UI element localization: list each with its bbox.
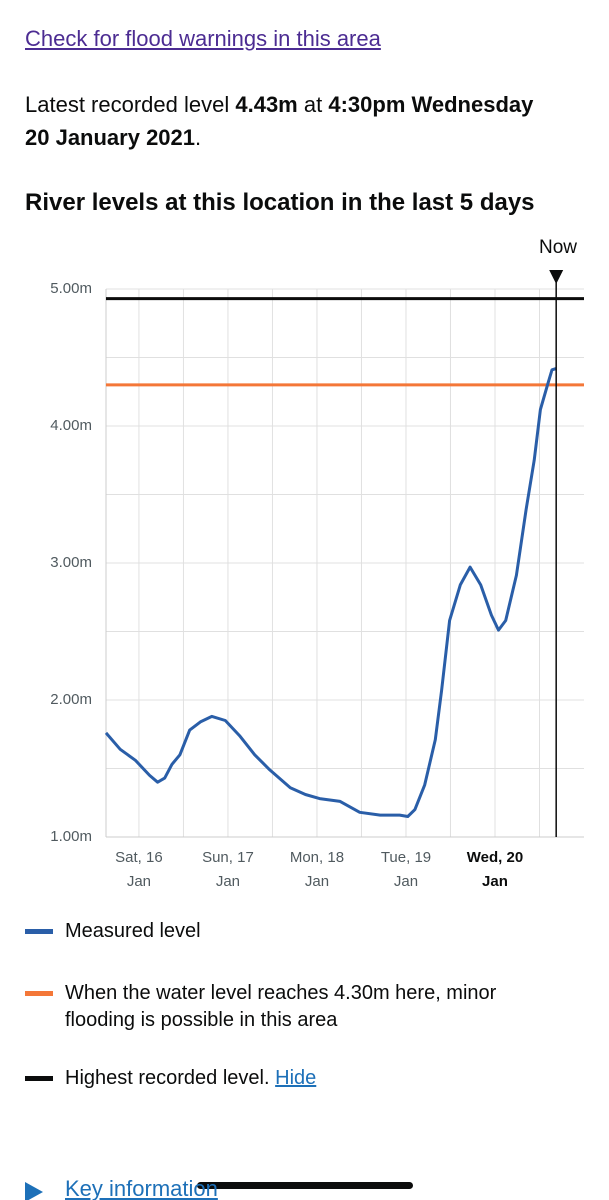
- legend-entry: Highest recorded level. Hide: [65, 1065, 555, 1092]
- legend-entry: When the water level reaches 4.30m here,…: [65, 980, 555, 1034]
- y-tick-label: 5.00m: [50, 280, 92, 297]
- legend-swatch: [25, 929, 53, 934]
- chart-title: River levels at this location in the las…: [25, 189, 535, 216]
- now-label: Now: [538, 237, 577, 258]
- latest-at: at: [303, 92, 323, 117]
- hide-link[interactable]: Hide: [275, 1067, 317, 1089]
- legend-label: Highest recorded level.: [65, 1067, 270, 1089]
- now-triangle: [549, 270, 564, 284]
- latest-end: .: [195, 125, 202, 150]
- x-tick-label: Sat, 16 Jan: [115, 849, 163, 890]
- legend-entry: Measured level: [65, 918, 555, 945]
- latest-prefix: Latest recorded level: [25, 92, 230, 117]
- x-tick-label: Mon, 18 Jan: [289, 849, 345, 890]
- legend-swatch: [25, 1076, 53, 1081]
- latest-time: 4:30pm Wednesday 20 January 2021: [25, 92, 534, 150]
- x-tick-label: Tue, 19 Jan: [380, 849, 432, 890]
- measured-line: [104, 367, 557, 818]
- home-indicator: [197, 1182, 413, 1189]
- legend-label: Measured level: [65, 920, 201, 942]
- latest-level: Latest recorded level 4.43m at 4:30pm We…: [25, 88, 545, 154]
- latest-value: 4.43m: [235, 92, 298, 117]
- x-tick-label: Sun, 17 Jan: [202, 849, 254, 890]
- y-tick-label: 3.00m: [50, 554, 92, 571]
- y-tick-label: 2.00m: [50, 691, 92, 708]
- x-tick-label: Wed, 20 Jan: [466, 849, 524, 890]
- flood-warnings-link[interactable]: Check for flood warnings in this area: [25, 26, 381, 51]
- legend-swatch: [25, 991, 53, 996]
- legend-label: When the water level reaches 4.30m here,…: [65, 982, 497, 1031]
- key-arrow: [25, 1182, 43, 1200]
- key-information-link[interactable]: Key information: [65, 1176, 218, 1200]
- y-tick-label: 1.00m: [50, 828, 92, 845]
- y-tick-label: 4.00m: [50, 417, 92, 434]
